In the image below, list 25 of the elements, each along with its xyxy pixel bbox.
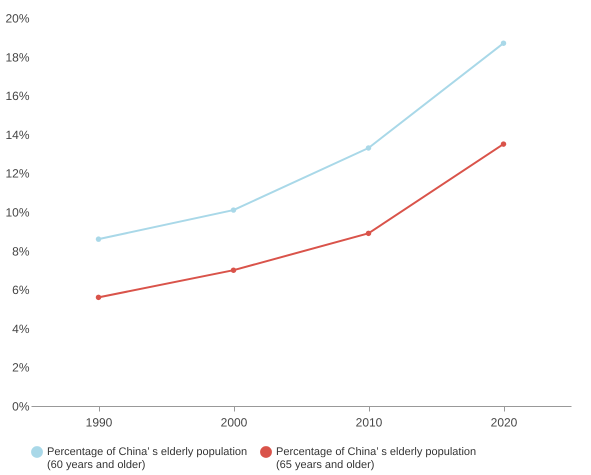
y-tick-label: 4% — [12, 322, 30, 336]
point — [230, 207, 236, 213]
y-tick-label: 8% — [12, 244, 30, 258]
point — [230, 267, 236, 273]
point — [96, 294, 102, 300]
x-tick-label: 2010 — [356, 416, 383, 430]
y-tick-label: 2% — [12, 360, 30, 375]
y-tick-label: 10% — [5, 206, 30, 220]
y-tick-label: 0% — [12, 400, 30, 414]
y-tick-label: 18% — [5, 50, 30, 64]
point — [500, 141, 506, 147]
x-tick-label: 2020 — [490, 416, 518, 430]
y-tick-label: 6% — [12, 283, 30, 298]
point — [366, 145, 372, 151]
legend-label: Percentage of China’ s elderly population (65 years and older) — [276, 446, 476, 471]
x-tick-label: 1990 — [86, 416, 113, 430]
point — [96, 236, 102, 242]
point — [500, 40, 506, 46]
y-tick-label: 16% — [5, 89, 30, 104]
y-tick-label: 20% — [5, 12, 30, 26]
point — [366, 230, 372, 236]
y-tick-label: 12% — [5, 166, 30, 181]
x-tick-label: 2000 — [220, 416, 248, 430]
legend-label: Percentage of China’ s elderly population (60 years and older) — [47, 446, 248, 471]
y-tick-label: 14% — [5, 128, 30, 142]
